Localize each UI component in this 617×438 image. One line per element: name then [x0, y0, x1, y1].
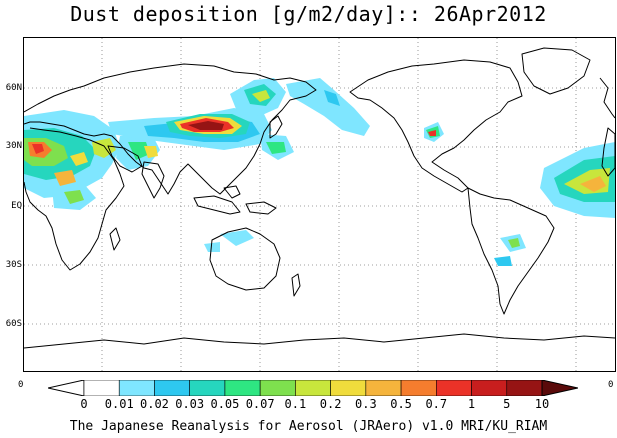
colorbar-box: [83, 380, 120, 396]
coastlines: [24, 47, 615, 349]
colorbar-tick-label: 1: [467, 397, 476, 411]
colorbar-tick-label: 0.5: [390, 397, 412, 411]
colorbar-box: [154, 380, 190, 396]
colorbar-labels: 0 0.01 0.02 0.03 0.05 0.07 0.1 0.2 0.3 0.5 0.7 1 5 10: [48, 397, 578, 413]
corner-label-left: 0: [18, 380, 24, 390]
colorbar-box: [436, 380, 472, 396]
colorbar-box: [118, 380, 155, 396]
colorbar-box: [365, 380, 402, 396]
colorbar-box: [471, 380, 508, 396]
colorbar-tick-label: 0.05: [210, 397, 240, 411]
corner-label-right: 0: [608, 380, 614, 390]
lat-label-60s: 60S: [5, 319, 22, 329]
colorbar-box: [400, 380, 437, 396]
colorbar-tick-label: 0.01: [104, 397, 134, 411]
colorbar-over-triangle: [541, 380, 578, 396]
colorbar-tick-label: 0.3: [355, 397, 377, 411]
graticule: [24, 38, 615, 371]
colorbar-tick-label: 0.7: [425, 397, 448, 411]
colorbar: [48, 380, 578, 396]
colorbar-tick-label: 0.1: [284, 397, 307, 411]
colorbar-tick-label: 5: [503, 397, 511, 411]
colorbar-box: [189, 380, 226, 396]
dust-deposition-field: [24, 78, 615, 266]
colorbar-tick-label: 0.03: [175, 397, 205, 411]
world-map: [24, 38, 615, 371]
colorbar-tick-label: 0.02: [140, 397, 169, 411]
map-panel: [23, 37, 616, 372]
colorbar-tick-label: 0.2: [319, 397, 342, 411]
lat-label-30s: 30S: [5, 260, 22, 270]
colorbar-tick-label: 0.07: [245, 397, 275, 411]
footer-credit: The Japanese Reanalysis for Aerosol (JRA…: [69, 419, 548, 434]
colorbar-box: [224, 380, 261, 396]
colorbar-box: [295, 380, 331, 396]
map-title: Dust deposition [g/m2/day]:: 26Apr2012: [70, 2, 547, 26]
colorbar-box: [330, 380, 367, 396]
lat-label-eq: EQ: [11, 201, 22, 211]
colorbar-box: [259, 380, 296, 396]
lat-label-30n: 30N: [5, 141, 22, 151]
lat-label-60n: 60N: [5, 83, 22, 93]
colorbar-tick-label: 0: [80, 397, 88, 411]
colorbar-tick-label: 10: [534, 397, 550, 411]
colorbar-under-triangle: [48, 380, 85, 396]
colorbar-box: [506, 380, 543, 396]
